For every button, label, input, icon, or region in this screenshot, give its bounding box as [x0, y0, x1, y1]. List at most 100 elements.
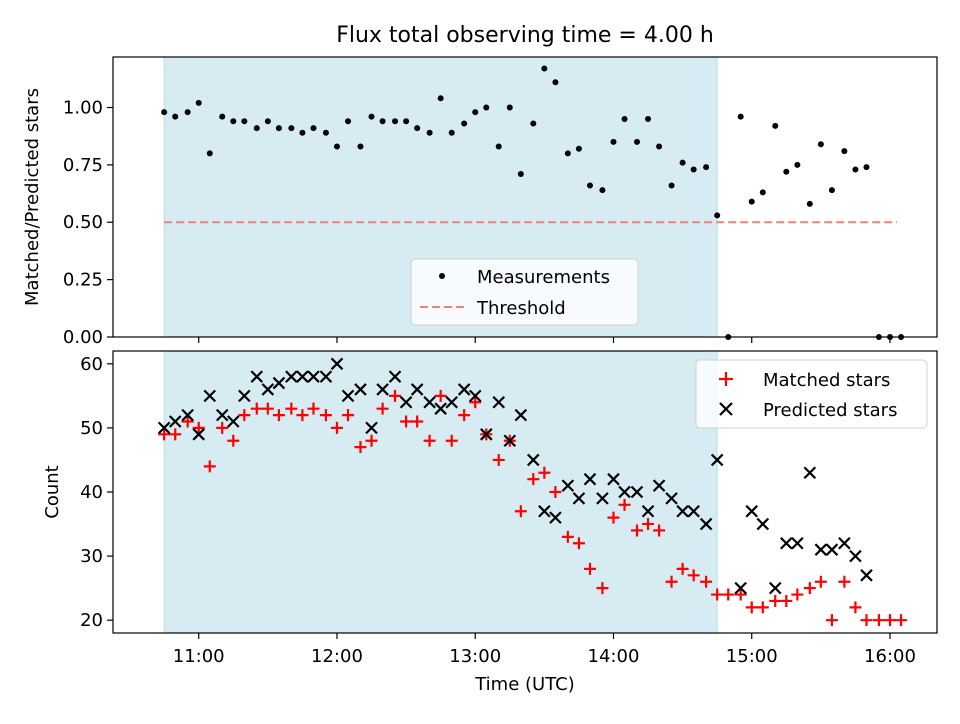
measurement-point [794, 161, 801, 168]
measurement-point [392, 118, 399, 125]
predicted-star-point [583, 472, 597, 486]
matched-star-point [838, 575, 851, 588]
measurement-point [333, 143, 340, 150]
matched-star-point [883, 614, 896, 627]
counts-legend: Matched stars Predicted stars [695, 359, 928, 429]
matched-star-point [492, 453, 505, 466]
measurement-point [368, 113, 375, 120]
predicted-star-point [538, 504, 551, 518]
matched-star-point [203, 460, 216, 473]
matched-star-point [181, 415, 194, 428]
matched-star-point [803, 582, 816, 595]
matched-star-point [756, 601, 769, 614]
legend-predicted-marker [719, 402, 733, 416]
matched-star-point [458, 409, 471, 422]
predicted-star-point [480, 428, 493, 441]
predicted-star-point [527, 453, 540, 467]
predicted-star-point [676, 504, 689, 518]
matched-star-point [285, 402, 298, 415]
predicted-star-point [768, 581, 782, 595]
matched-star-point [665, 575, 678, 588]
predicted-star-point [457, 383, 471, 396]
matched-star-point [549, 486, 562, 498]
measurement-point [264, 118, 271, 125]
matched-star-point [687, 569, 700, 582]
measurement-point [690, 166, 697, 173]
legend-matched-label: Matched stars [763, 370, 890, 391]
matched-star-point [572, 537, 585, 550]
ratio-y-tick-label: 0.00 [63, 327, 103, 348]
predicted-star-point [745, 504, 759, 518]
matched-star-point [514, 505, 527, 518]
time-x-tick-label: 13:00 [449, 646, 501, 667]
matched-star-point [734, 588, 747, 601]
measurement-point [506, 104, 513, 111]
measurement-point [230, 118, 237, 125]
predicted-star-point [203, 389, 217, 403]
predicted-star-point [285, 370, 298, 383]
matched-star-point [319, 409, 332, 422]
time-x-tick-label: 16:00 [864, 646, 916, 667]
predicted-star-point [388, 370, 402, 383]
counts-y-tick-label: 60 [80, 354, 103, 375]
predicted-star-point [307, 370, 320, 383]
measurement-point [299, 129, 306, 136]
matched-star-point [238, 409, 251, 422]
predicted-star-point [825, 543, 839, 556]
measurement-point [599, 187, 606, 194]
matched-star-point [642, 518, 655, 531]
measurement-point [806, 200, 813, 207]
measurement-point [645, 115, 652, 122]
matched-star-point [342, 409, 355, 422]
predicted-star-point [652, 479, 666, 492]
measurement-point [817, 141, 824, 148]
legend-measurements-marker [439, 273, 445, 279]
predicted-stars-points [157, 357, 873, 595]
ratio-panel: 0.00 0.25 0.50 0.75 1.00 Matched/Predicted s… [22, 56, 938, 348]
matched-star-point [445, 434, 458, 447]
predicted-star-point [468, 389, 482, 403]
predicted-star-point [192, 428, 205, 441]
measurement-point [195, 99, 202, 106]
predicted-star-point [849, 549, 862, 563]
legend-measurements-label: Measurements [477, 267, 610, 288]
matched-star-point [596, 582, 609, 595]
measurement-point [219, 113, 226, 120]
predicted-star-point [215, 408, 229, 422]
predicted-star-point [157, 421, 171, 435]
measurement-point [783, 168, 790, 175]
counts-axes-frame [112, 350, 938, 634]
matched-star-point [618, 498, 631, 511]
predicted-star-point [250, 370, 264, 383]
ratio-y-tick-label: 1.00 [63, 97, 103, 118]
matched-star-point [261, 402, 274, 415]
measurement-point [357, 143, 364, 150]
matched-star-point [354, 441, 367, 454]
measurement-point [530, 120, 537, 127]
predicted-star-point [791, 536, 804, 550]
time-x-tick-label: 11:00 [173, 646, 225, 667]
measurement-point [253, 125, 260, 132]
predicted-star-point [838, 536, 851, 550]
legend-predicted-label: Predicted stars [763, 400, 897, 421]
predicted-star-point [227, 415, 240, 428]
measurement-point [679, 159, 686, 166]
measurement-point [426, 129, 433, 136]
counts-y-tick-label: 50 [80, 418, 103, 439]
measurement-point [403, 118, 410, 125]
matched-star-point [527, 473, 540, 486]
measurement-point [564, 150, 571, 157]
measurement-point [483, 104, 490, 111]
ratio-y-tick-label: 0.75 [63, 155, 103, 176]
matched-star-point [169, 428, 182, 441]
predicted-star-point [734, 581, 747, 595]
ratio-y-tick-label: 0.25 [63, 270, 103, 291]
x-axis-label: Time (UTC) [474, 674, 575, 695]
measurement-point [495, 143, 502, 150]
measurement-point [828, 187, 835, 194]
predicted-star-point [341, 389, 355, 403]
predicted-star-point [423, 395, 436, 409]
predicted-star-point [641, 504, 655, 518]
predicted-star-point [399, 395, 413, 409]
